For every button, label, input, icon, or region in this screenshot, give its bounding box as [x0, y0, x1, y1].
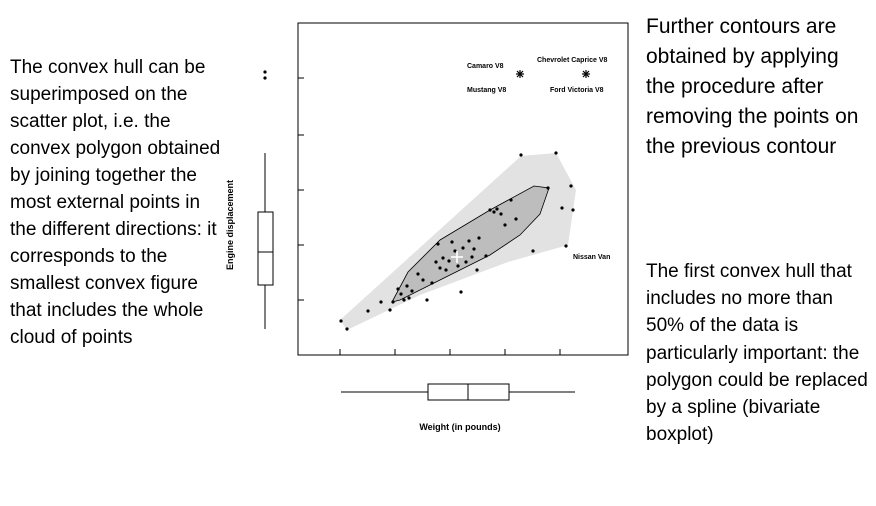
y-axis-label: Engine displacement: [225, 179, 235, 271]
outlier-star-camaro: [516, 70, 524, 78]
data-point: [366, 309, 370, 313]
data-point: [450, 240, 454, 244]
data-point: [475, 268, 479, 272]
data-point: [434, 260, 438, 264]
data-point: [345, 327, 349, 331]
data-point: [554, 151, 558, 155]
y-boxplot-outliers: [263, 70, 267, 80]
label-ford: Ford Victoria V8: [550, 87, 604, 94]
data-point: [391, 300, 395, 304]
left-description: The convex hull can be superimposed on t…: [10, 57, 221, 348]
label-mustang: Mustang V8: [467, 87, 506, 94]
data-point: [379, 300, 383, 304]
data-point: [444, 268, 448, 272]
data-points: [339, 151, 575, 331]
data-point: [456, 264, 460, 268]
y-marginal-boxplot: [257, 153, 274, 329]
data-point: [484, 254, 488, 258]
data-point: [560, 206, 564, 210]
outlier-star-chevrolet: [582, 70, 590, 78]
label-camaro: Camaro V8: [467, 63, 504, 70]
data-point: [503, 223, 507, 227]
data-point: [569, 184, 573, 188]
data-point: [514, 217, 518, 221]
data-point: [477, 236, 481, 240]
data-point: [509, 198, 513, 202]
data-point: [461, 246, 465, 250]
data-point: [467, 239, 471, 243]
x-axis-label: Weight (in pounds): [419, 422, 501, 432]
label-chevrolet: Chevrolet Caprice V8: [537, 57, 608, 64]
data-point: [472, 247, 476, 251]
data-point: [388, 308, 392, 312]
data-point: [396, 287, 400, 291]
label-nissan: Nissan Van: [573, 254, 610, 261]
data-point: [546, 186, 550, 190]
data-point: [488, 208, 492, 212]
data-point: [519, 153, 523, 157]
data-point: [464, 260, 468, 264]
data-point: [495, 207, 499, 211]
data-point: [430, 281, 434, 285]
x-axis-ticks: [339, 349, 561, 355]
data-point: [405, 284, 409, 288]
data-point: [402, 298, 406, 302]
data-point: [438, 266, 442, 270]
data-point: [421, 278, 425, 282]
data-point: [453, 249, 457, 253]
plot-frame: [297, 22, 629, 356]
data-point: [571, 208, 575, 212]
data-point: [339, 319, 343, 323]
y-axis-ticks: [298, 77, 304, 301]
data-point: [425, 298, 429, 302]
y-axis-label-box: Engine displacement: [220, 160, 240, 290]
data-point: [410, 289, 414, 293]
data-point: [564, 244, 568, 248]
data-point: [499, 212, 503, 216]
data-point: [447, 259, 451, 263]
data-point: [531, 249, 535, 253]
data-point: [441, 256, 445, 260]
data-point: [492, 210, 496, 214]
right-description-bottom: The first convex hull that includes no m…: [646, 261, 868, 446]
data-point: [399, 292, 403, 296]
right-description-top: Further contours are obtained by applyin…: [646, 15, 859, 158]
x-marginal-boxplot: [341, 383, 575, 401]
data-point: [416, 272, 420, 276]
data-point: [436, 242, 440, 246]
data-point: [470, 255, 474, 259]
data-point: [407, 296, 411, 300]
data-point: [459, 290, 463, 294]
median-plus-marker: [451, 251, 463, 263]
